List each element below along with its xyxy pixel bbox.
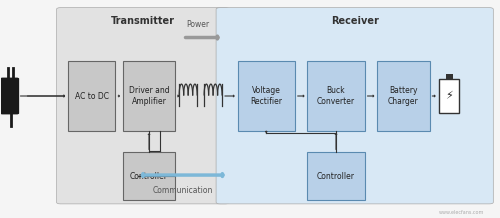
Text: Battery
Charger: Battery Charger [388,86,418,106]
Text: www.elecfans.com: www.elecfans.com [439,210,484,215]
FancyBboxPatch shape [123,61,175,131]
FancyBboxPatch shape [68,61,116,131]
Text: Driver and
Amplifier: Driver and Amplifier [128,86,170,106]
Bar [446,74,453,79]
Text: Power: Power [186,20,209,29]
Text: ⚡: ⚡ [446,91,454,101]
Text: Controller: Controller [317,172,355,181]
FancyBboxPatch shape [377,61,430,131]
Text: Transmitter: Transmitter [111,16,175,26]
Text: AC to DC: AC to DC [74,92,108,100]
Bar [440,79,460,113]
Text: Receiver: Receiver [331,16,378,26]
Text: Communication: Communication [152,186,213,195]
FancyBboxPatch shape [238,61,295,131]
FancyBboxPatch shape [123,152,175,200]
Text: Controller: Controller [130,172,168,181]
Text: Buck
Converter: Buck Converter [317,86,355,106]
FancyBboxPatch shape [56,8,229,204]
FancyBboxPatch shape [308,152,364,200]
FancyBboxPatch shape [216,8,493,204]
Text: Voltage
Rectifier: Voltage Rectifier [250,86,282,106]
FancyBboxPatch shape [0,78,19,114]
FancyBboxPatch shape [308,61,364,131]
